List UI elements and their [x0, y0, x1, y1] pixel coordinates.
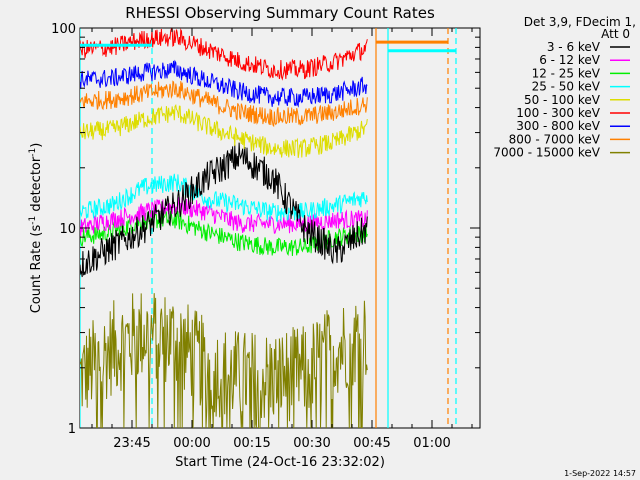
y-axis-label-tail: detector: [29, 156, 44, 216]
legend-label: 800 - 7000 keV: [509, 132, 601, 146]
y-axis-label: Count Rate (s-1 detector-1): [28, 143, 44, 314]
y-axis-label-sup: -1: [28, 216, 38, 225]
series-line-3-to-6keV-keV: [80, 142, 368, 278]
y-axis-label-close: ): [29, 143, 44, 148]
series-line-7000-to-15000keV-keV: [80, 293, 368, 428]
legend-label: 6 - 12 keV: [539, 53, 601, 67]
series-line-800-to-7000keV-keV: [80, 80, 368, 128]
legend-label: 50 - 100 keV: [524, 93, 601, 107]
x-tick-label: 00:45: [353, 436, 390, 451]
legend-label: 25 - 50 keV: [532, 80, 601, 94]
legend-header-line-2: Att 0: [601, 27, 630, 41]
chart-title: RHESSI Observing Summary Count Rates: [125, 4, 435, 22]
y-tick-label: 1: [68, 422, 76, 437]
x-tick-label: 23:45: [113, 436, 150, 451]
x-tick-label: 00:30: [293, 436, 330, 451]
generated-timestamp: 1-Sep-2022 14:57: [564, 469, 636, 478]
legend-label: 12 - 25 keV: [532, 66, 601, 80]
series-line-25-to-50keV-keV: [80, 173, 368, 223]
legend-label: 300 - 800 keV: [516, 119, 600, 133]
series-line-300-to-800keV-keV: [80, 59, 368, 108]
legend-label: 100 - 300 keV: [516, 106, 600, 120]
series-line-100-to-300keV-keV: [80, 28, 368, 81]
legend-label: 3 - 6 keV: [547, 40, 601, 54]
x-tick-label: 00:00: [173, 436, 210, 451]
y-tick-label: 10: [59, 222, 76, 237]
legend-header-line-1: Det 3,9, FDecim 1,: [524, 15, 636, 29]
series-line-6-to-12keV-keV: [80, 196, 368, 237]
legend-label: 7000 - 15000 keV: [493, 146, 600, 160]
y-tick-label: 100: [51, 22, 76, 37]
y-axis-label-main: Count Rate (s: [29, 225, 44, 314]
y-axis-label-sup2: -1: [28, 148, 38, 157]
x-axis-label: Start Time (24-Oct-16 23:32:02): [175, 455, 385, 470]
series-line-50-to-100keV-keV: [80, 104, 368, 158]
x-tick-label: 01:00: [413, 436, 450, 451]
x-tick-label: 00:15: [233, 436, 270, 451]
